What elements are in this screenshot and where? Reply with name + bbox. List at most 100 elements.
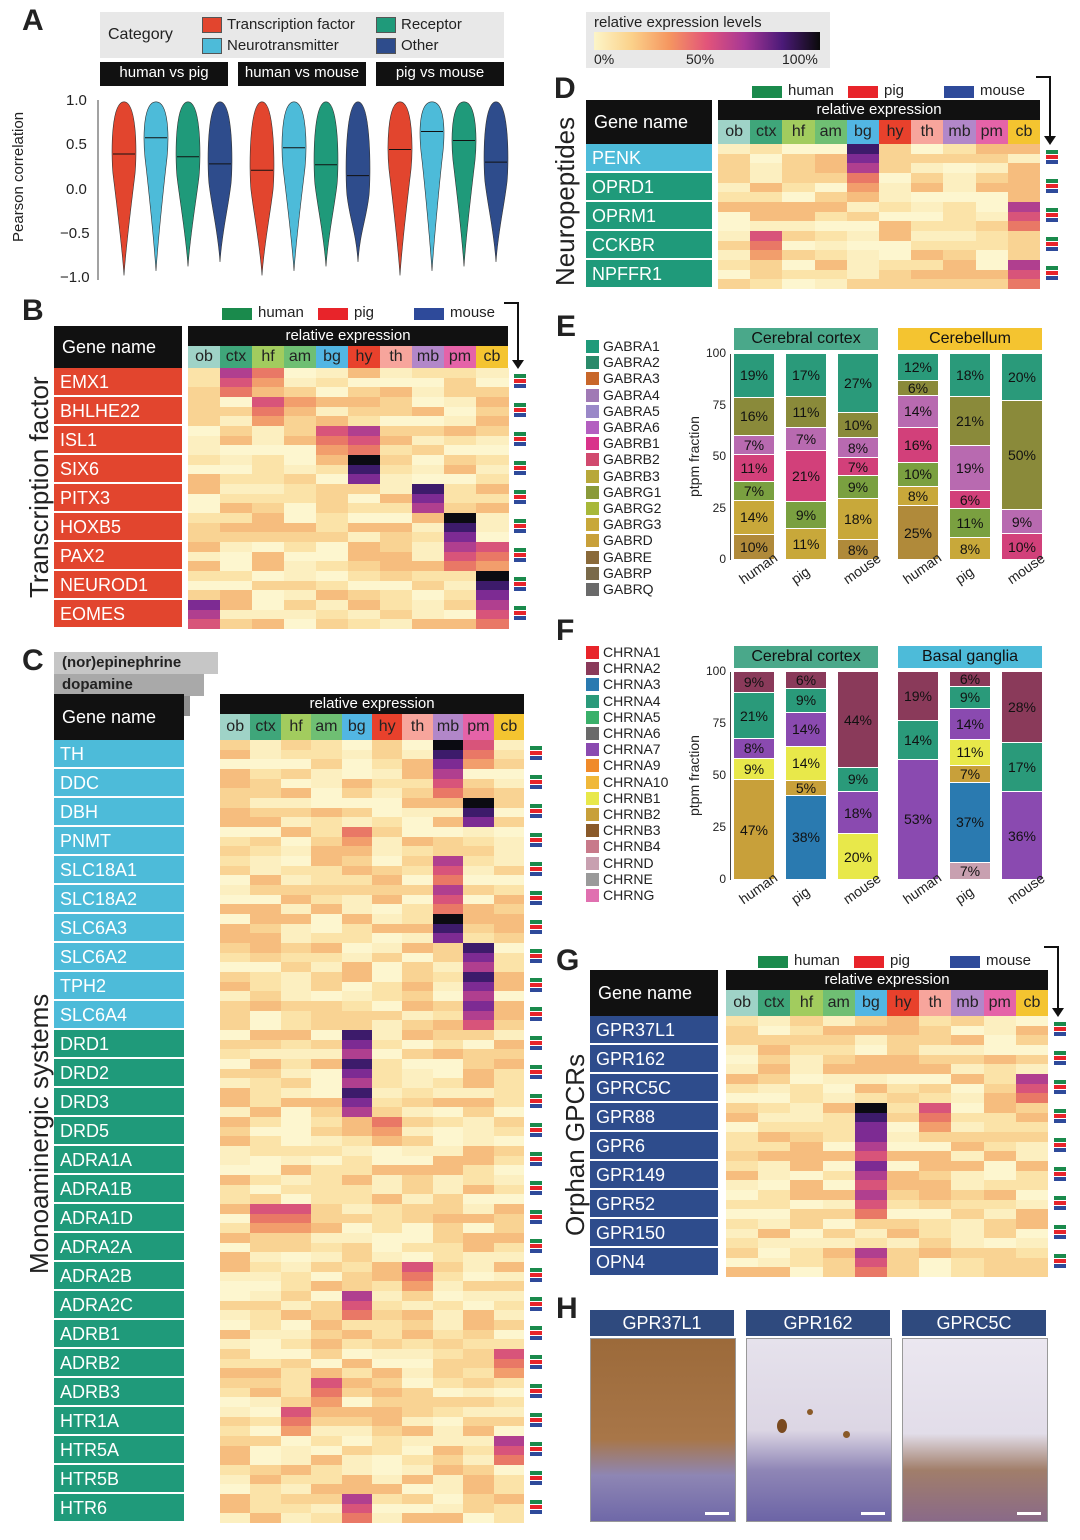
- heat-cell: [814, 144, 848, 155]
- heat-cell: [311, 1426, 343, 1437]
- heat-cell: [463, 972, 495, 983]
- bar-segment: 16%: [898, 427, 938, 464]
- heat-cell: [463, 904, 495, 915]
- heat-cell: [316, 368, 349, 379]
- panel-g-side-label: Orphan GPCRs: [560, 1053, 590, 1236]
- legend-item: GABRB1: [603, 435, 660, 452]
- heat-cell: [341, 1049, 373, 1060]
- heat-cell: [463, 1252, 495, 1263]
- heat-cell: [432, 1078, 464, 1089]
- heat-cell: [432, 962, 464, 973]
- heat-cell: [372, 1136, 403, 1147]
- heat-cell: [188, 522, 221, 533]
- heat-cell: [432, 1155, 464, 1166]
- heat-cell: [280, 1117, 312, 1128]
- bar-segment: 7%: [734, 435, 774, 455]
- gene-name-header: Gene name: [54, 694, 184, 740]
- heat-cell: [311, 1455, 343, 1466]
- heat-cell: [951, 1112, 985, 1123]
- heat-cell: [412, 619, 445, 630]
- heat-cell: [983, 1132, 1017, 1143]
- heat-cell: [493, 1068, 525, 1079]
- species-tick: [1054, 1090, 1066, 1094]
- heat-cell: [402, 1271, 434, 1282]
- heat-cell: [790, 1161, 824, 1172]
- heat-cell: [879, 260, 912, 271]
- heat-cell: [380, 590, 413, 601]
- heat-cell: [951, 1074, 985, 1085]
- heat-cell: [846, 182, 880, 193]
- heat-cell: [220, 904, 251, 915]
- heat-cell: [476, 406, 509, 417]
- heat-cell: [911, 269, 944, 280]
- species-tick: [514, 384, 526, 388]
- heat-cell: [280, 749, 312, 760]
- legend-other: Other: [376, 37, 439, 55]
- heat-cell: [432, 933, 464, 944]
- heat-cell: [463, 1049, 495, 1060]
- heat-cell: [412, 484, 445, 495]
- heat-cell: [250, 1474, 282, 1485]
- region-cb: cb: [476, 346, 508, 368]
- species-tick: [1054, 1138, 1066, 1142]
- legend-swatch-icon: [586, 340, 599, 353]
- heat-cell: [790, 1112, 824, 1123]
- heat-cell: [493, 1213, 525, 1224]
- heat-cell: [311, 1049, 343, 1060]
- gene-label: PAX2: [54, 542, 182, 571]
- heat-cell: [220, 532, 253, 543]
- species-tick: [530, 1007, 542, 1011]
- heat-cell: [822, 1083, 856, 1094]
- heat-cell: [951, 1228, 985, 1239]
- heat-cell: [444, 416, 477, 427]
- heat-cell: [250, 846, 282, 857]
- heat-cell: [493, 769, 525, 780]
- heat-cell: [887, 1219, 920, 1230]
- heat-cell: [402, 904, 434, 915]
- heat-cell: [790, 1045, 824, 1056]
- heat-cell: [220, 740, 251, 751]
- heat-cell: [887, 1064, 920, 1075]
- heat-cell: [432, 1233, 464, 1244]
- heat-cell: [316, 435, 349, 446]
- heat-cell: [220, 484, 253, 495]
- heat-cell: [311, 1001, 343, 1012]
- heat-cell: [402, 972, 434, 983]
- heat-cell: [951, 1025, 985, 1036]
- heat-cell: [444, 474, 477, 485]
- species-tick: [530, 1075, 542, 1079]
- heat-cell: [402, 991, 434, 1002]
- heat-cell: [444, 435, 477, 446]
- heat-cell: [372, 1397, 403, 1408]
- heat-cell: [341, 1378, 373, 1389]
- species-tick: [530, 1302, 542, 1306]
- heat-cell: [341, 1397, 373, 1408]
- heat-cell: [341, 1310, 373, 1321]
- species-tick: [530, 867, 542, 871]
- heat-cell: [380, 455, 413, 466]
- heat-cell: [402, 1320, 434, 1331]
- heat-cell: [476, 455, 509, 466]
- heat-cell: [311, 1184, 343, 1195]
- heat-cell: [919, 1054, 952, 1065]
- heat-cell: [758, 1248, 791, 1259]
- heat-cell: [726, 1228, 759, 1239]
- heat-cell: [983, 1141, 1017, 1152]
- heat-cell: [280, 1329, 312, 1340]
- species-tick: [530, 1413, 542, 1417]
- heat-cell: [402, 817, 434, 828]
- region-mb: mb: [412, 346, 444, 368]
- stain-spot: [807, 1409, 813, 1415]
- heat-cell: [402, 1107, 434, 1118]
- heat-cell: [341, 1175, 373, 1186]
- gene-label: HTR1A: [54, 1407, 184, 1436]
- heat-cell: [280, 923, 312, 934]
- heat-cell: [220, 1030, 251, 1041]
- heat-cell: [854, 1228, 888, 1239]
- legend-item: CHRNB2: [603, 806, 661, 822]
- heat-cell: [348, 561, 381, 572]
- ytick: 50: [712, 768, 726, 782]
- species-tick: [514, 490, 526, 494]
- heat-cell: [311, 1117, 343, 1128]
- species-legend-human: human: [794, 952, 840, 969]
